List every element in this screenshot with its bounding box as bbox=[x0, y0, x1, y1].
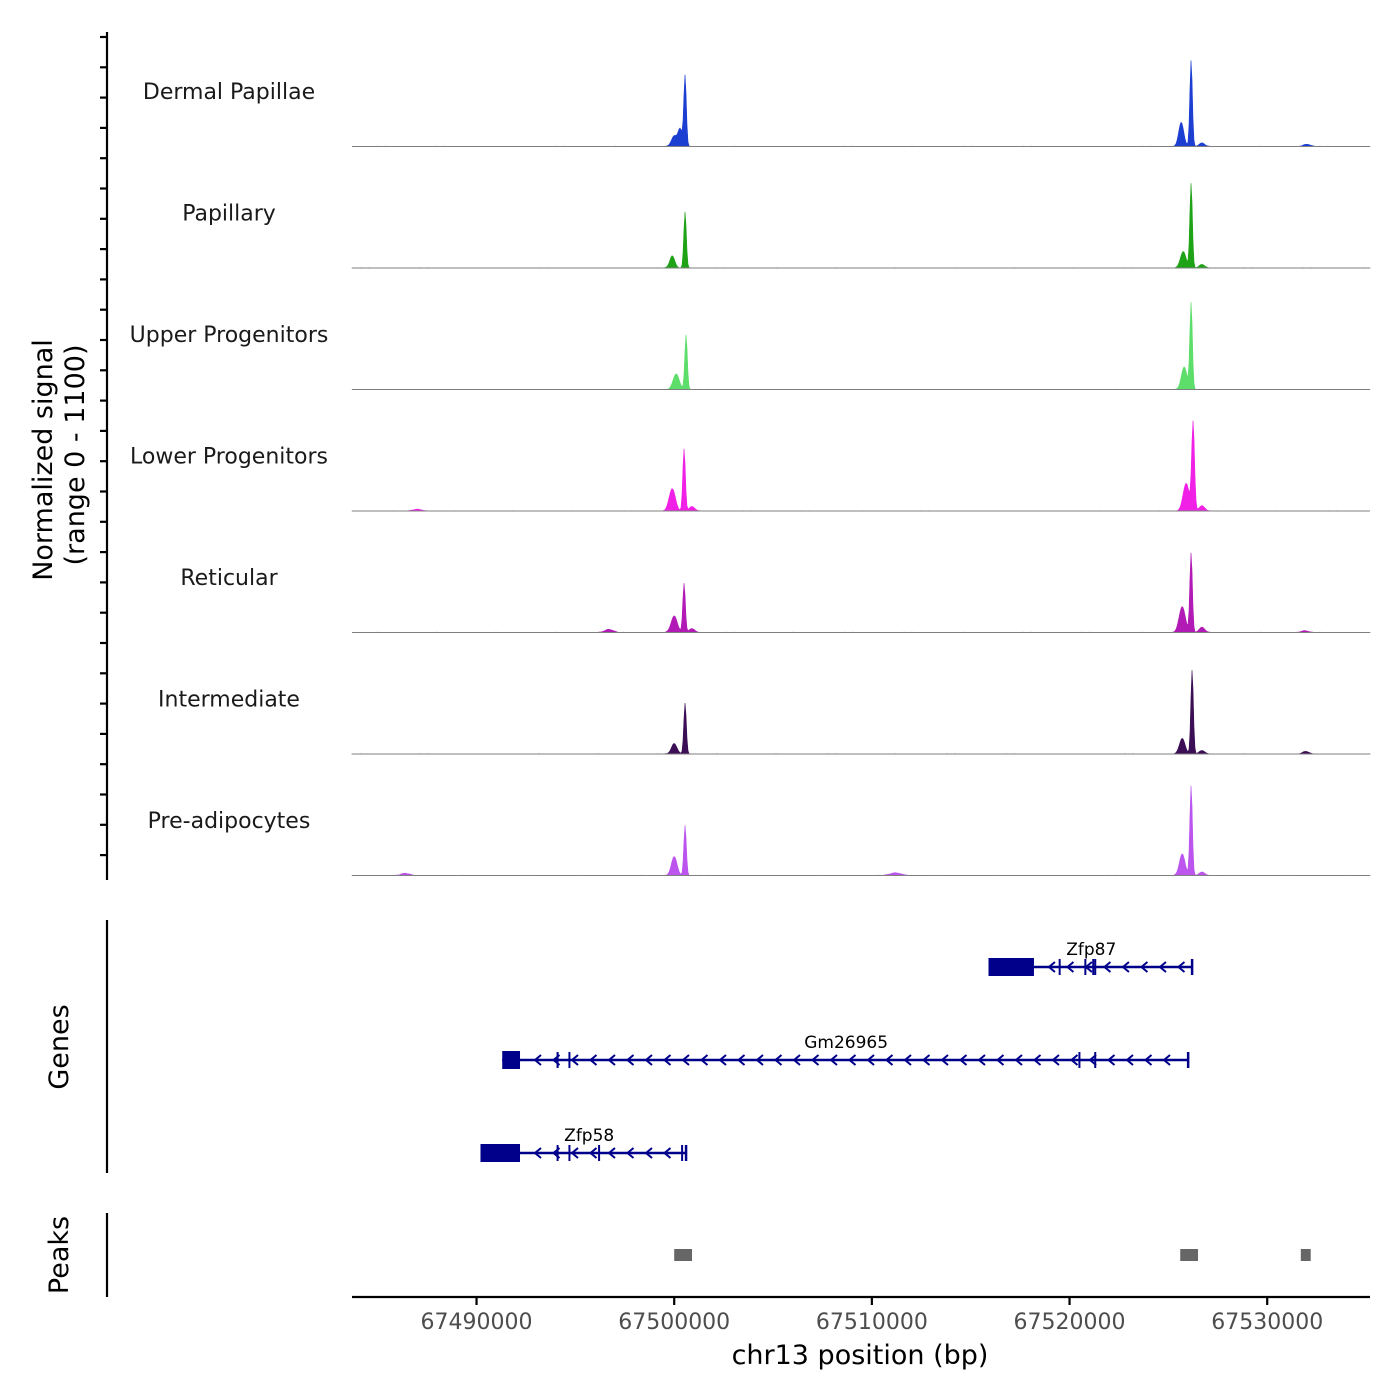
strand-chevron bbox=[1069, 1054, 1079, 1066]
signal-tracks: Dermal Papillae Papillary Upper Progenitor… bbox=[130, 60, 1371, 876]
x-tick-label: 67500000 bbox=[618, 1310, 730, 1335]
x-tick-label: 67520000 bbox=[1014, 1310, 1126, 1335]
gene-utr-block bbox=[988, 958, 1034, 976]
strand-chevron bbox=[607, 1147, 616, 1159]
track-label: Pre-adipocytes bbox=[148, 809, 311, 834]
peaks-axis-title: Peaks bbox=[44, 1216, 75, 1294]
strand-chevron bbox=[1125, 1054, 1134, 1066]
signal-area bbox=[351, 420, 1371, 512]
strand-chevron bbox=[1121, 961, 1130, 973]
strand-chevron bbox=[884, 1054, 894, 1066]
strand-chevron bbox=[792, 1054, 801, 1066]
strand-chevron bbox=[940, 1054, 949, 1066]
strand-chevron bbox=[570, 1147, 579, 1159]
strand-chevron bbox=[866, 1054, 875, 1066]
peak-regions bbox=[674, 1249, 1311, 1261]
strand-chevron bbox=[995, 1054, 1005, 1066]
signal-area bbox=[351, 552, 1371, 633]
strand-chevron bbox=[681, 1054, 690, 1066]
signal-area bbox=[351, 183, 1371, 269]
gene-zfp58: Zfp58 bbox=[480, 1126, 688, 1162]
y-axis-title-line2: (range 0 - 1100) bbox=[60, 345, 91, 566]
strand-chevron bbox=[662, 1054, 672, 1066]
x-axis: 67490000 67500000 67510000 67520000 67530000 bbox=[352, 1295, 1370, 1335]
gene-utr-block bbox=[480, 1144, 521, 1162]
strand-chevron bbox=[829, 1054, 838, 1066]
strand-chevron bbox=[570, 1054, 579, 1066]
strand-chevron bbox=[1051, 1054, 1060, 1066]
strand-chevron bbox=[1088, 1054, 1097, 1066]
gene-gm26965: Gm26965 bbox=[502, 1033, 1190, 1069]
gene-label: Zfp58 bbox=[564, 1126, 614, 1146]
strand-chevron bbox=[773, 1054, 783, 1066]
track-label: Intermediate bbox=[158, 688, 300, 713]
track-label: Lower Progenitors bbox=[130, 445, 328, 470]
genes-axis-title: Genes bbox=[44, 1004, 75, 1089]
strand-chevron bbox=[588, 1147, 598, 1159]
x-axis-title: chr13 position (bp) bbox=[732, 1340, 989, 1371]
track-label: Dermal Papillae bbox=[143, 80, 315, 105]
signal-area bbox=[351, 60, 1371, 147]
strand-chevron bbox=[699, 1054, 709, 1066]
peak-region bbox=[1180, 1249, 1199, 1261]
strand-chevron bbox=[1014, 1054, 1023, 1066]
x-tick-label: 67490000 bbox=[421, 1310, 533, 1335]
gene-utr-block bbox=[502, 1051, 521, 1069]
strand-chevron bbox=[1106, 1054, 1116, 1066]
strand-chevron bbox=[644, 1147, 653, 1159]
track-label: Reticular bbox=[180, 566, 278, 591]
track-4: Reticular bbox=[180, 552, 1371, 633]
signal-area bbox=[351, 785, 1371, 876]
x-tick-label: 67530000 bbox=[1211, 1310, 1323, 1335]
gene-label: Gm26965 bbox=[804, 1033, 888, 1053]
track-1: Papillary bbox=[182, 183, 1371, 269]
strand-chevron bbox=[1139, 961, 1149, 973]
strand-chevron bbox=[718, 1054, 727, 1066]
strand-chevron bbox=[533, 1054, 542, 1066]
strand-chevron bbox=[1162, 1054, 1171, 1066]
strand-chevron bbox=[847, 1054, 857, 1066]
strand-chevron bbox=[755, 1054, 764, 1066]
y-axis-title-line1: Normalized signal bbox=[28, 339, 59, 581]
track-6: Pre-adipocytes bbox=[148, 785, 1371, 876]
x-tick-label: 67510000 bbox=[816, 1310, 928, 1335]
strand-chevron bbox=[958, 1054, 968, 1066]
gene-zfp87: Zfp87 bbox=[988, 940, 1194, 976]
strand-chevron bbox=[903, 1054, 912, 1066]
left-axes bbox=[100, 32, 109, 1297]
strand-chevron bbox=[644, 1054, 653, 1066]
gene-label: Zfp87 bbox=[1066, 940, 1116, 960]
signal-area bbox=[351, 670, 1371, 755]
track-0: Dermal Papillae bbox=[143, 60, 1371, 147]
strand-chevron bbox=[810, 1054, 820, 1066]
signal-area bbox=[351, 302, 1371, 390]
track-label: Papillary bbox=[182, 202, 276, 227]
peak-region bbox=[674, 1249, 692, 1261]
strand-chevron bbox=[1143, 1054, 1153, 1066]
strand-chevron bbox=[1065, 961, 1075, 973]
track-2: Upper Progenitors bbox=[130, 302, 1371, 390]
strand-chevron bbox=[662, 1147, 672, 1159]
signal-axis-ticks bbox=[100, 35, 107, 857]
strand-chevron bbox=[625, 1054, 635, 1066]
peak-region bbox=[1300, 1249, 1311, 1261]
strand-chevron bbox=[1102, 961, 1112, 973]
strand-chevron bbox=[533, 1147, 542, 1159]
strand-chevron bbox=[1158, 961, 1167, 973]
strand-chevron bbox=[625, 1147, 635, 1159]
strand-chevron bbox=[607, 1054, 616, 1066]
strand-chevron bbox=[1176, 961, 1186, 973]
track-3: Lower Progenitors bbox=[130, 420, 1371, 512]
strand-chevron bbox=[1047, 961, 1056, 973]
strand-chevron bbox=[588, 1054, 598, 1066]
gene-annotations: Zfp87 Gm26965 Zfp58 bbox=[480, 940, 1194, 1162]
track-5: Intermediate bbox=[158, 670, 1371, 755]
strand-chevron bbox=[977, 1054, 986, 1066]
strand-chevron bbox=[1032, 1054, 1042, 1066]
strand-chevron bbox=[921, 1054, 931, 1066]
track-label: Upper Progenitors bbox=[130, 323, 329, 348]
strand-chevron bbox=[736, 1054, 746, 1066]
